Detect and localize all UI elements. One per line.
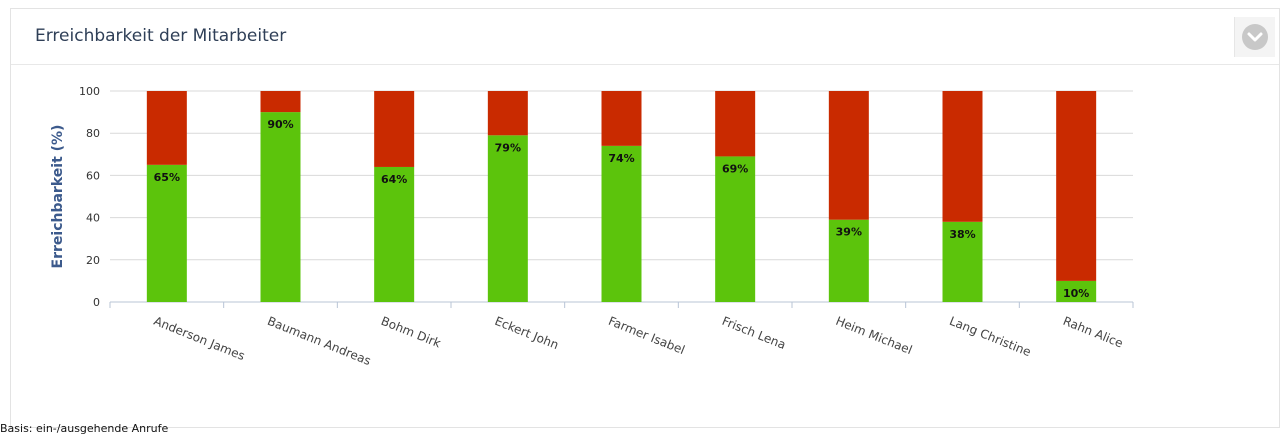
- data-label: 38%: [949, 228, 975, 241]
- bar-reached: [487, 135, 528, 302]
- bar-reached: [715, 156, 756, 302]
- bar-not-reached: [146, 91, 187, 165]
- x-tick-label: Eckert John: [493, 314, 561, 352]
- x-tick-label: Rahn Alice: [1061, 314, 1125, 351]
- y-tick-label: 0: [93, 296, 100, 309]
- y-tick-label: 80: [86, 127, 100, 140]
- data-label: 64%: [381, 173, 407, 186]
- x-tick-label: Baumann Andreas: [265, 314, 373, 368]
- chart-footnote: Basis: ein-/ausgehende Anrufe: [0, 422, 169, 435]
- panel-header: Erreichbarkeit der Mitarbeiter: [11, 9, 1279, 65]
- bar-reached: [146, 164, 187, 302]
- bar-reached: [942, 221, 983, 302]
- bar-reached: [828, 219, 869, 302]
- data-label: 10%: [1063, 287, 1089, 300]
- y-axis-title: Erreichbarkeit (%): [50, 125, 66, 269]
- x-tick-label: Farmer Isabel: [606, 314, 687, 357]
- collapse-toggle-button[interactable]: [1234, 17, 1275, 57]
- x-tick-label: Lang Christine: [947, 314, 1033, 359]
- y-tick-label: 40: [86, 212, 100, 225]
- data-label: 90%: [267, 118, 293, 131]
- bar-reached: [260, 112, 301, 302]
- bar-not-reached: [715, 91, 756, 157]
- data-label: 65%: [154, 171, 180, 184]
- y-tick-label: 60: [86, 169, 100, 182]
- bar-not-reached: [1056, 91, 1097, 281]
- data-label: 39%: [836, 226, 862, 239]
- x-tick-label: Anderson James: [152, 314, 247, 363]
- x-tick-label: Bohm Dirk: [379, 314, 443, 351]
- bar-not-reached: [487, 91, 528, 136]
- chevron-down-circle-icon: [1242, 24, 1268, 50]
- bar-not-reached: [374, 91, 415, 167]
- x-tick-label: Heim Michael: [834, 314, 915, 357]
- data-label: 79%: [495, 141, 521, 154]
- panel-title: Erreichbarkeit der Mitarbeiter: [35, 26, 287, 46]
- bar-not-reached: [260, 91, 301, 113]
- data-label: 69%: [722, 162, 748, 175]
- y-tick-label: 20: [86, 254, 100, 267]
- y-tick-label: 100: [79, 85, 100, 98]
- bar-reached: [374, 166, 415, 302]
- bar-reached: [1056, 280, 1097, 302]
- bar-reached: [601, 145, 642, 302]
- bar-not-reached: [601, 91, 642, 146]
- x-tick-label: Frisch Lena: [720, 314, 788, 352]
- data-label: 74%: [608, 152, 634, 165]
- bar-not-reached: [828, 91, 869, 220]
- bar-not-reached: [942, 91, 983, 222]
